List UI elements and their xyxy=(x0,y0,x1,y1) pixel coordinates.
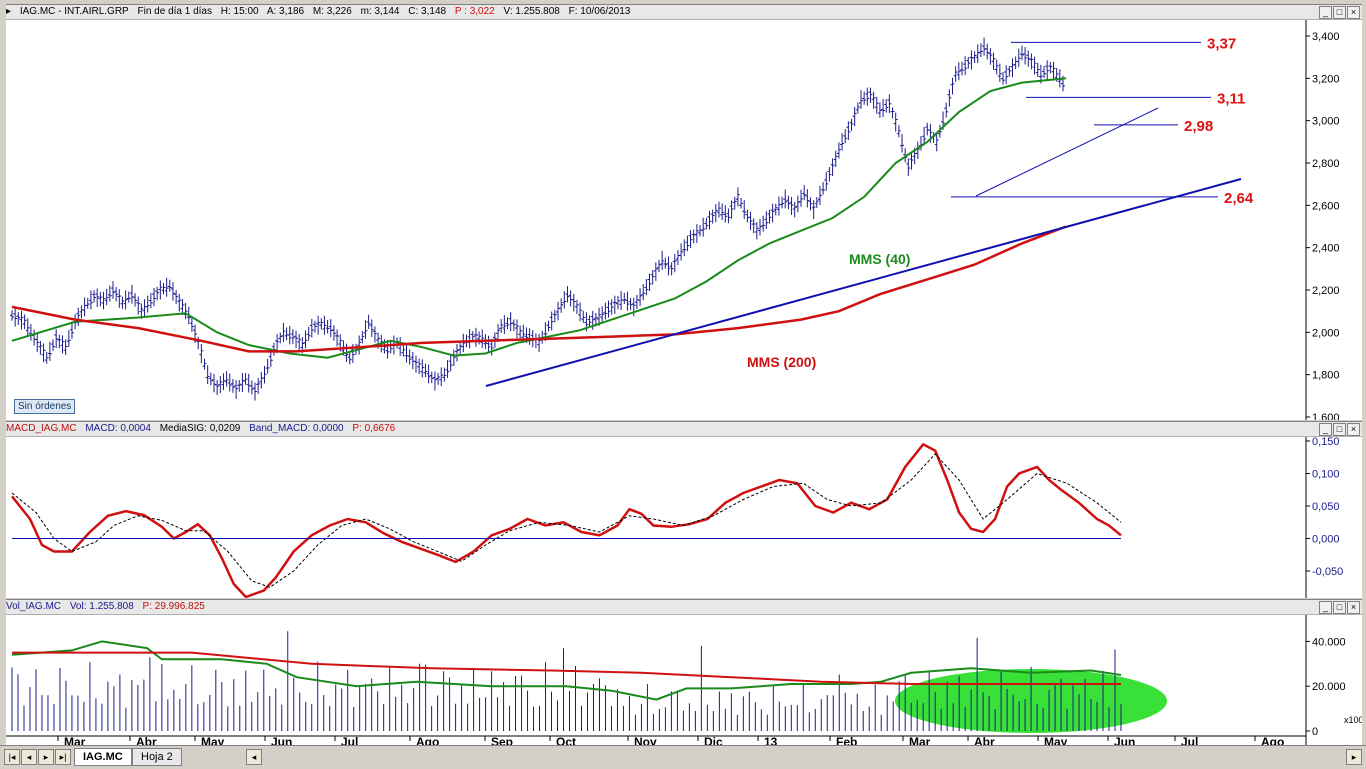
time-tick-label: May xyxy=(201,735,225,746)
ma-line-1 xyxy=(11,225,1067,353)
minimize-icon[interactable]: _ xyxy=(1319,601,1332,614)
time-tick-label: Jul xyxy=(1181,735,1198,746)
symbol-label: IAG.MC - INT.AIRL.GRP xyxy=(19,6,129,17)
price-header: ▸ IAG.MC - INT.AIRL.GRP Fin de día 1 día… xyxy=(6,5,1362,20)
time-tick-label: Ago xyxy=(1261,735,1284,746)
price-y-tick-label: 2,000 xyxy=(1312,327,1340,339)
band-value: Band_MACD: 0,0000 xyxy=(249,423,344,434)
time-tick-label: Jun xyxy=(271,735,292,746)
time-tick-label: May xyxy=(1044,735,1068,746)
status-badge[interactable]: Sin órdenes xyxy=(14,399,76,414)
price-y-tick-label: 2,600 xyxy=(1312,200,1340,212)
level-label: 2,64 xyxy=(1224,190,1254,207)
volume-pane[interactable]: Vol_IAG.MC Vol: 1.255.808 P: 29.996.825 … xyxy=(6,599,1362,746)
vol-avg-1 xyxy=(12,651,1121,685)
macd-y-tick-label: 0,050 xyxy=(1312,501,1340,513)
macd-y-tick-label: -0,050 xyxy=(1312,566,1343,578)
time-tick-label: Dic xyxy=(704,735,723,746)
close-icon[interactable]: × xyxy=(1347,601,1360,614)
scroll-left-icon[interactable]: ◂ xyxy=(246,749,262,765)
vol-multiplier-label: x100 xyxy=(1344,715,1362,725)
maximize-icon[interactable]: □ xyxy=(1333,6,1346,19)
macd-y-tick-label: 0,150 xyxy=(1312,437,1340,448)
last-sheet-icon[interactable]: ▸| xyxy=(55,749,71,765)
time-tick-label: Jul xyxy=(341,735,358,746)
time-tick-label: 13 xyxy=(764,735,778,746)
level-label: 3,11 xyxy=(1217,90,1245,107)
prev-sheet-icon[interactable]: ◂ xyxy=(21,749,37,765)
h-label: H: 15:00 xyxy=(220,6,259,17)
v-label: V: 1.255.808 xyxy=(503,6,560,17)
first-sheet-icon[interactable]: |◂ xyxy=(4,749,20,765)
minimize-icon[interactable]: _ xyxy=(1319,6,1332,19)
price-y-tick-label: 2,800 xyxy=(1312,158,1340,170)
vol-y-tick-label: 20.000 xyxy=(1312,681,1346,693)
price-y-tick-label: 3,400 xyxy=(1312,31,1340,43)
price-y-tick-label: 2,400 xyxy=(1312,243,1340,255)
close-icon[interactable]: × xyxy=(1347,423,1360,436)
vol-y-tick-label: 40.000 xyxy=(1312,636,1346,648)
next-sheet-icon[interactable]: ▸ xyxy=(38,749,54,765)
time-tick-label: Jun xyxy=(1114,735,1135,746)
time-tick-label: Abr xyxy=(136,735,157,746)
sheet-tabs-bar: |◂ ◂ ▸ ▸| IAG.MC Hoja 2 ◂ ▸ xyxy=(0,745,1366,769)
time-tick-label: Mar xyxy=(64,735,86,746)
trendline-major xyxy=(485,178,1242,387)
minimize-icon[interactable]: _ xyxy=(1319,423,1332,436)
price-y-tick-label: 2,200 xyxy=(1312,285,1340,297)
level-label: 2,98 xyxy=(1184,118,1213,135)
macd-name: MACD_IAG.MC xyxy=(6,423,77,434)
a-label: A: 3,186 xyxy=(266,6,305,17)
c-label: C: 3,148 xyxy=(408,6,447,17)
time-tick-label: Feb xyxy=(836,735,857,746)
volume-chart[interactable]: 40.000 20.000 0 x100 Mar Abr May Jun Jul Ago Sep Oc… xyxy=(6,615,1362,746)
price-chart[interactable]: 1,600 1,800 2,000 2,200 2,400 2,600 2,800 3,000… xyxy=(6,20,1362,420)
macd-pane[interactable]: MACD_IAG.MC MACD: 0,0004 MediaSIG: 0,020… xyxy=(6,421,1362,598)
macd-value: MACD: 0,0004 xyxy=(85,423,151,434)
f-label: F: 10/06/2013 xyxy=(568,6,631,17)
tab-iag[interactable]: IAG.MC xyxy=(74,748,132,766)
macd-p-value: P: 0,6676 xyxy=(352,423,396,434)
macd-y-tick-label: 0,100 xyxy=(1312,469,1340,481)
macd-header: MACD_IAG.MC MACD: 0,0004 MediaSIG: 0,020… xyxy=(6,422,1362,437)
macd-series-1 xyxy=(11,453,1122,588)
vol-y-tick-label: 0 xyxy=(1312,726,1318,738)
price-pane[interactable]: ▸ IAG.MC - INT.AIRL.GRP Fin de día 1 día… xyxy=(6,4,1362,420)
price-y-tick-label: 3,200 xyxy=(1312,73,1340,85)
time-tick-label: Abr xyxy=(974,735,995,746)
vol-header: Vol_IAG.MC Vol: 1.255.808 P: 29.996.825 … xyxy=(6,600,1362,615)
scroll-right-icon[interactable]: ▸ xyxy=(1346,749,1362,765)
p-label: P : 3,022 xyxy=(454,6,495,17)
tab-hoja2[interactable]: Hoja 2 xyxy=(132,748,182,766)
m-label: M: 3,226 xyxy=(312,6,352,17)
time-tick-label: Oct xyxy=(556,735,576,746)
period-label: Fin de día 1 días xyxy=(137,6,213,17)
low-label: m: 3,144 xyxy=(360,6,400,17)
vol-p-value: P: 29.996.825 xyxy=(142,601,205,612)
macd-series-0 xyxy=(11,442,1122,598)
macd-y-tick-label: 0,000 xyxy=(1312,534,1340,546)
time-tick-label: Ago xyxy=(416,735,439,746)
close-icon[interactable]: × xyxy=(1347,6,1360,19)
time-tick-label: Nov xyxy=(634,735,657,746)
trendline-minor xyxy=(975,107,1159,197)
price-y-tick-label: 3,000 xyxy=(1312,116,1340,128)
sig-value: MediaSIG: 0,0209 xyxy=(159,423,241,434)
vol-avg-0 xyxy=(11,640,1122,701)
maximize-icon[interactable]: □ xyxy=(1333,601,1346,614)
price-y-tick-label: 1,800 xyxy=(1312,370,1340,382)
level-label: 3,37 xyxy=(1207,35,1236,52)
ma200-label: MMS (200) xyxy=(747,354,816,370)
maximize-icon[interactable]: □ xyxy=(1333,423,1346,436)
vol-value: Vol: 1.255.808 xyxy=(69,601,134,612)
ma-line-0 xyxy=(11,77,1067,359)
macd-chart[interactable]: 0,150 0,100 0,050 0,000 -0,050 xyxy=(6,437,1362,598)
price-y-tick-label: 1,600 xyxy=(1312,412,1340,420)
time-tick-label: Mar xyxy=(909,735,931,746)
ma40-label: MMS (40) xyxy=(849,251,910,267)
time-tick-label: Sep xyxy=(491,735,513,746)
vol-name: Vol_IAG.MC xyxy=(6,601,62,612)
